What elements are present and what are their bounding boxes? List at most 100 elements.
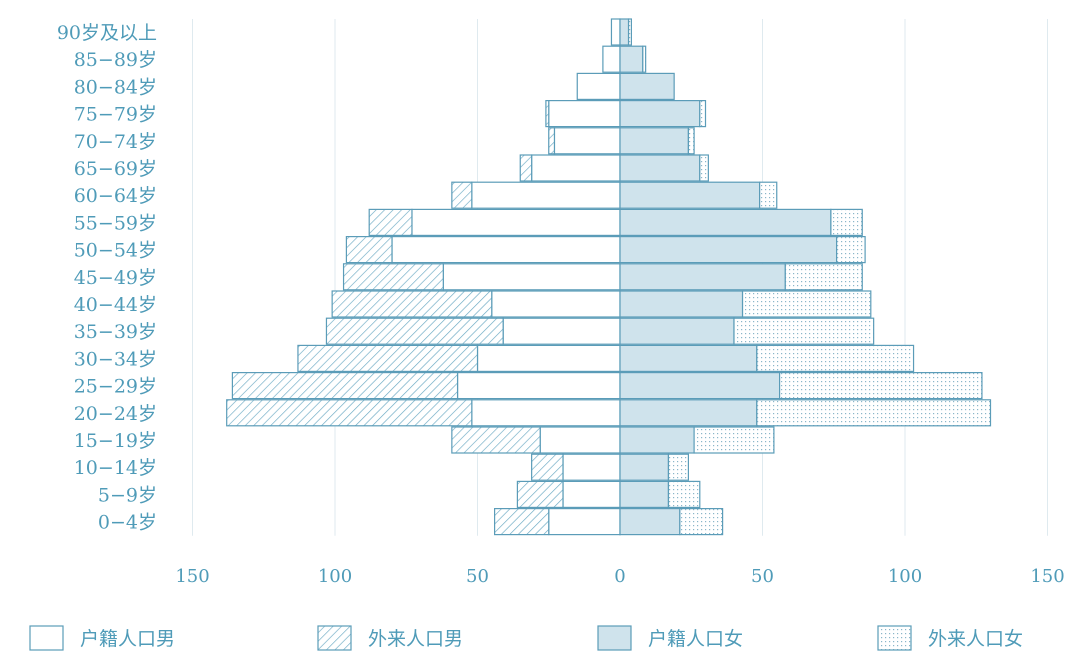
x-tick-label-0: 150 bbox=[175, 566, 209, 587]
age-label-16: 80−84岁 bbox=[74, 76, 157, 98]
bar-wailai-male-7 bbox=[325, 317, 504, 345]
bar-wailai-female-5 bbox=[778, 372, 983, 400]
bar-huji-male-14 bbox=[553, 127, 621, 155]
bar-wailai-female-4 bbox=[756, 399, 992, 427]
legend-swatch-3 bbox=[877, 625, 912, 651]
bar-huji-female-15 bbox=[619, 99, 701, 128]
bar-huji-female-16 bbox=[619, 72, 675, 101]
bar-huji-male-0 bbox=[548, 508, 621, 536]
age-label-14: 70−74岁 bbox=[74, 131, 157, 153]
bar-wailai-male-12 bbox=[451, 181, 473, 209]
legend-swatch-2 bbox=[597, 625, 632, 651]
bar-wailai-male-15 bbox=[545, 99, 550, 128]
bar-wailai-male-2 bbox=[531, 453, 564, 481]
bar-huji-male-10 bbox=[391, 236, 621, 264]
bar-wailai-male-6 bbox=[297, 344, 479, 372]
bar-huji-female-2 bbox=[619, 453, 670, 481]
bar-huji-male-2 bbox=[562, 453, 621, 481]
bar-huji-female-5 bbox=[619, 372, 781, 400]
bar-huji-male-5 bbox=[456, 372, 621, 400]
legend-swatch-0 bbox=[29, 625, 64, 651]
age-label-1: 5−9岁 bbox=[98, 484, 157, 506]
age-label-9: 45−49岁 bbox=[74, 267, 157, 289]
bar-wailai-male-14 bbox=[548, 127, 556, 155]
bar-wailai-male-4 bbox=[226, 399, 473, 427]
bar-huji-male-12 bbox=[471, 181, 621, 209]
bar-wailai-female-18 bbox=[627, 18, 632, 46]
legend-swatch-1 bbox=[317, 625, 352, 651]
bar-huji-female-7 bbox=[619, 317, 735, 345]
x-tick-label-5: 100 bbox=[888, 566, 922, 587]
age-labels: 0−4岁 5−9岁 10−14岁 15−19岁 20−24岁 25−29岁 30−34岁 35… bbox=[57, 22, 157, 534]
bar-wailai-female-10 bbox=[835, 236, 866, 264]
bar-huji-female-0 bbox=[619, 508, 681, 536]
bar-huji-female-6 bbox=[619, 344, 758, 372]
x-tick-label-3: 0 bbox=[614, 566, 625, 587]
bar-wailai-female-1 bbox=[667, 480, 701, 508]
bar-wailai-male-5 bbox=[231, 372, 459, 400]
bar-wailai-female-0 bbox=[679, 508, 724, 536]
bar-wailai-female-17 bbox=[642, 45, 647, 73]
bar-huji-female-11 bbox=[619, 208, 832, 236]
bar-huji-female-1 bbox=[619, 480, 670, 508]
bar-wailai-female-2 bbox=[667, 453, 690, 481]
bar-wailai-female-12 bbox=[759, 181, 778, 209]
x-tick-labels: 150 100 50 0 50 100 150 bbox=[175, 566, 1064, 587]
bar-wailai-male-0 bbox=[494, 508, 550, 536]
bar-wailai-female-7 bbox=[733, 317, 875, 345]
bar-wailai-female-15 bbox=[699, 99, 707, 128]
bar-wailai-male-11 bbox=[368, 208, 413, 236]
age-label-18: 90岁及以上 bbox=[57, 22, 157, 44]
bar-huji-male-3 bbox=[539, 426, 621, 454]
x-tick-label-1: 100 bbox=[318, 566, 352, 587]
bar-huji-male-9 bbox=[442, 263, 621, 291]
age-label-17: 85−89岁 bbox=[74, 49, 157, 71]
age-label-5: 25−29岁 bbox=[74, 376, 157, 398]
bar-huji-female-13 bbox=[619, 154, 701, 182]
bar-huji-male-16 bbox=[576, 72, 621, 101]
bar-huji-female-18 bbox=[619, 18, 630, 46]
bar-huji-female-10 bbox=[619, 236, 838, 264]
legend-label-0: 户籍人口男 bbox=[80, 628, 175, 650]
bar-wailai-male-8 bbox=[331, 290, 493, 318]
bar-huji-male-8 bbox=[491, 290, 621, 318]
age-label-13: 65−69岁 bbox=[74, 158, 157, 180]
bar-wailai-male-10 bbox=[345, 236, 393, 264]
age-label-7: 35−39岁 bbox=[74, 321, 157, 343]
legend: 户籍人口男 外来人口男 户籍人口女 外来人口女 bbox=[29, 625, 1023, 651]
bar-huji-male-17 bbox=[602, 45, 621, 73]
bar-wailai-female-8 bbox=[741, 290, 872, 318]
bar-wailai-male-13 bbox=[519, 154, 533, 182]
age-label-12: 60−64岁 bbox=[74, 185, 157, 207]
age-label-6: 30−34岁 bbox=[74, 348, 157, 370]
bar-huji-male-6 bbox=[476, 344, 621, 372]
bar-wailai-female-6 bbox=[756, 344, 915, 372]
age-label-3: 15−19岁 bbox=[74, 430, 157, 452]
bar-wailai-male-1 bbox=[516, 480, 564, 508]
bar-huji-male-15 bbox=[548, 99, 621, 128]
age-label-10: 50−54岁 bbox=[74, 240, 157, 262]
bar-huji-female-8 bbox=[619, 290, 744, 318]
bar-huji-male-11 bbox=[411, 208, 621, 236]
age-label-4: 20−24岁 bbox=[74, 403, 157, 425]
legend-label-3: 外来人口女 bbox=[928, 628, 1023, 650]
x-tick-label-6: 150 bbox=[1030, 566, 1064, 587]
bar-huji-female-14 bbox=[619, 127, 690, 155]
age-label-11: 55−59岁 bbox=[74, 212, 157, 234]
age-label-15: 75−79岁 bbox=[74, 104, 157, 126]
bar-wailai-male-3 bbox=[451, 426, 541, 454]
x-tick-label-2: 50 bbox=[466, 566, 489, 587]
bar-huji-male-13 bbox=[531, 154, 621, 182]
bar-huji-male-1 bbox=[562, 480, 621, 508]
bar-wailai-female-9 bbox=[784, 263, 863, 291]
bar-wailai-female-3 bbox=[693, 426, 775, 454]
age-label-8: 40−44岁 bbox=[74, 294, 157, 316]
bar-huji-female-17 bbox=[619, 45, 644, 73]
legend-label-2: 户籍人口女 bbox=[648, 628, 743, 650]
x-tick-label-4: 50 bbox=[751, 566, 774, 587]
bar-huji-female-3 bbox=[619, 426, 695, 454]
age-label-0: 0−4岁 bbox=[98, 512, 157, 534]
bar-huji-male-18 bbox=[610, 18, 621, 46]
bar-huji-female-4 bbox=[619, 399, 758, 427]
